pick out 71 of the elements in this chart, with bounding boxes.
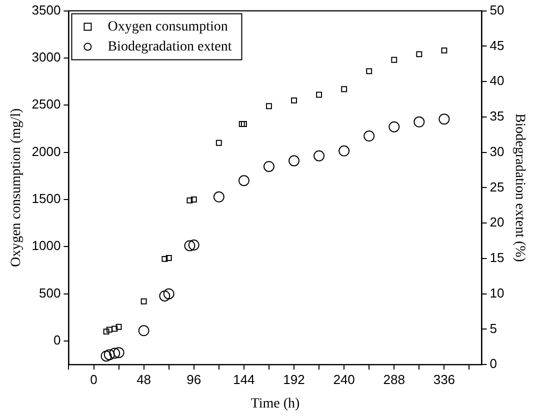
y2-tick-label: 15 — [490, 250, 504, 266]
y2-tick-label: 30 — [490, 144, 504, 159]
point — [213, 191, 224, 202]
point — [316, 92, 322, 98]
y2-tick-label: 5 — [490, 320, 497, 336]
y-tick-label: 3500 — [32, 2, 61, 18]
y2-tick-label: 35 — [490, 108, 504, 124]
x-axis-title: Time (h) — [250, 396, 300, 412]
y2-tick-label: 25 — [490, 179, 504, 194]
point — [366, 68, 372, 74]
point — [184, 240, 196, 252]
y2-tick-label: 0 — [490, 356, 497, 372]
x-tick-label: 288 — [383, 372, 405, 387]
y-axis-title: Oxygen consumption (mg/l) — [9, 108, 24, 268]
point — [112, 326, 118, 332]
point — [416, 51, 422, 58]
y2-tick-label: 20 — [490, 214, 504, 230]
x-tick-label: 144 — [233, 372, 255, 387]
point — [100, 350, 112, 362]
point — [288, 155, 300, 166]
point — [163, 288, 174, 300]
point — [441, 47, 448, 54]
point — [190, 196, 197, 202]
point — [166, 255, 172, 261]
y-tick-label: 3000 — [32, 50, 61, 65]
y-tick-label: 1500 — [32, 191, 61, 206]
point — [238, 121, 245, 127]
y2-tick-label: 45 — [490, 38, 504, 53]
legend-label: Oxygen consumption — [108, 19, 228, 34]
y-tick-label: 500 — [39, 285, 61, 300]
y2-axis-title: Biodegradation extent (%) — [512, 113, 527, 262]
point — [186, 197, 193, 204]
point — [159, 290, 170, 302]
point — [162, 256, 168, 262]
point — [388, 121, 400, 132]
point — [116, 324, 122, 330]
point — [414, 116, 425, 128]
point — [106, 326, 112, 333]
x-tick-label: 0 — [90, 372, 98, 387]
point — [104, 349, 115, 360]
point — [113, 347, 124, 358]
x-tick-label: 336 — [433, 372, 456, 387]
point — [338, 145, 350, 156]
y2-tick-label: 40 — [490, 73, 504, 88]
x-tick-label: 96 — [186, 372, 202, 387]
x-tick-label: 192 — [283, 372, 305, 387]
point — [266, 103, 272, 110]
legend-label: Biodegradation extent — [108, 39, 232, 54]
y-tick-label: 2000 — [32, 144, 61, 159]
point — [216, 140, 222, 146]
point — [138, 325, 150, 336]
point — [238, 175, 250, 186]
point — [341, 86, 348, 92]
x-tick-label: 240 — [333, 372, 355, 387]
y-tick-label: 1000 — [32, 238, 61, 254]
point — [438, 114, 450, 125]
point — [188, 240, 200, 251]
y2-tick-label: 10 — [490, 285, 504, 300]
point — [314, 150, 325, 162]
point — [140, 298, 147, 304]
point — [109, 348, 120, 359]
point — [291, 97, 297, 104]
x-tick-label: 48 — [136, 372, 152, 387]
y2-tick-label: 50 — [490, 2, 504, 18]
point — [240, 121, 247, 127]
point — [263, 160, 274, 172]
y-tick-label: 0 — [53, 332, 61, 348]
point — [103, 328, 110, 335]
point — [391, 56, 398, 63]
point — [364, 130, 375, 142]
y-tick-label: 2500 — [32, 96, 61, 112]
